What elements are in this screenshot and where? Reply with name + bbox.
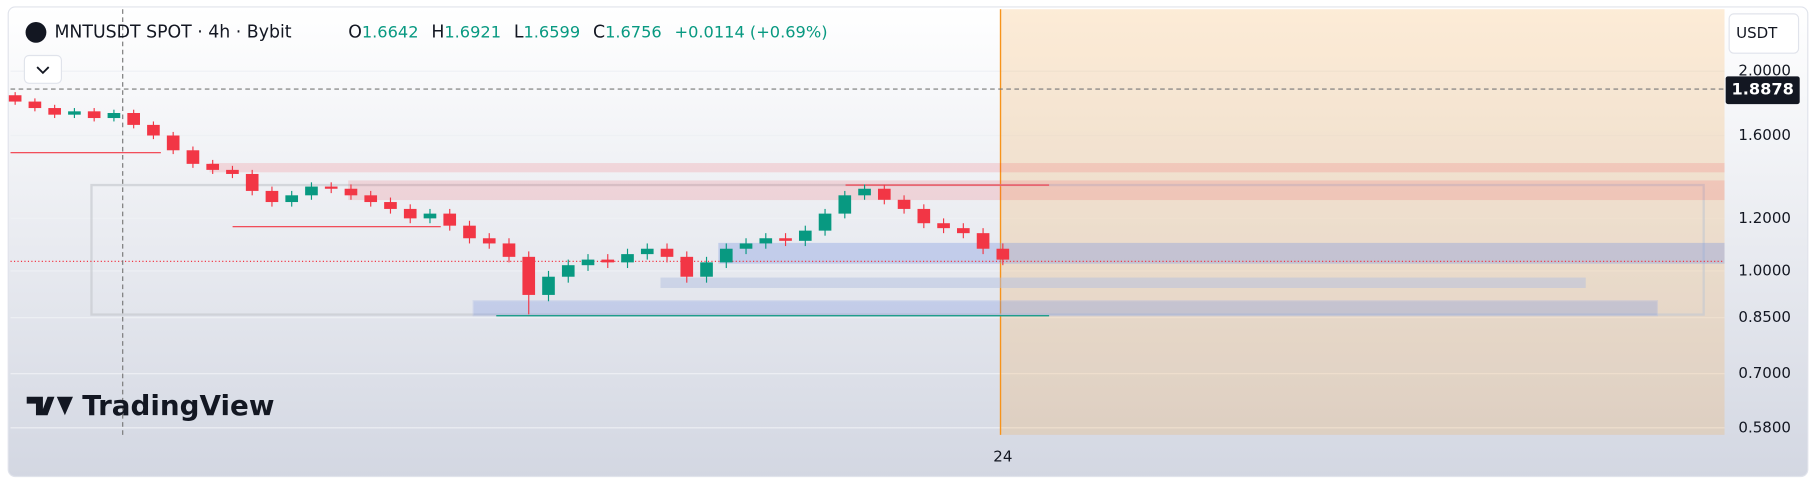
- candle-body: [719, 248, 733, 263]
- crosshair-price: 1.8878: [1731, 80, 1793, 99]
- supply-zone: [209, 163, 1725, 173]
- candle-body: [522, 256, 536, 295]
- candle-body: [779, 238, 792, 241]
- candle-body: [798, 230, 812, 241]
- candle-body: [739, 243, 753, 249]
- candle-body: [502, 243, 516, 257]
- candle-body: [87, 111, 101, 119]
- y-tick-label: 0.8500: [1738, 308, 1791, 326]
- candle-body: [28, 101, 42, 109]
- candle-body: [957, 228, 970, 234]
- l-label: L: [514, 22, 524, 42]
- candle-body: [917, 208, 931, 224]
- candle-body: [482, 238, 496, 244]
- candle-body: [818, 213, 832, 231]
- candle-body: [265, 190, 279, 203]
- supply-zone: [348, 180, 1725, 201]
- candle-body: [8, 95, 22, 102]
- candle-body: [561, 265, 575, 277]
- currency-label: USDT: [1736, 24, 1778, 42]
- candle-body: [285, 195, 299, 203]
- logo: TradingView: [82, 389, 274, 422]
- y-tick-label: 1.6000: [1738, 126, 1791, 144]
- candle-body: [640, 248, 654, 255]
- collapse-button[interactable]: [23, 54, 62, 84]
- candle-body: [660, 248, 674, 257]
- l-value: 1.6599: [524, 22, 581, 41]
- o-value: 1.6642: [362, 22, 419, 41]
- candle-body: [858, 188, 871, 196]
- h-value: 1.6921: [444, 22, 501, 41]
- candle-body: [601, 259, 615, 263]
- candle-body: [581, 259, 595, 266]
- currency-button[interactable]: [1728, 13, 1800, 54]
- logo-mark: [26, 396, 73, 416]
- candle-body: [384, 202, 397, 209]
- candle-body: [344, 188, 358, 196]
- candle-body: [147, 124, 160, 136]
- candle-body: [245, 173, 259, 191]
- candle-body: [996, 248, 1010, 260]
- candle-body: [324, 186, 338, 189]
- demand-zone: [660, 277, 1586, 288]
- y-tick-label: 0.5800: [1738, 418, 1791, 436]
- candle-body: [186, 150, 200, 164]
- candle-body: [305, 186, 318, 196]
- symbol: MNTUSDT SPOT · 4h · Bybit: [54, 22, 291, 42]
- forecast-zone: [1000, 9, 1725, 435]
- crosshair-price-tag: [1725, 76, 1800, 105]
- candle-body: [364, 195, 378, 203]
- candle-body: [463, 225, 476, 239]
- candle-body: [68, 111, 81, 115]
- change: +0.0114 (+0.69%): [675, 22, 828, 41]
- demand-zone: [718, 242, 1725, 264]
- o-label: O: [348, 22, 362, 42]
- demand-zone: [472, 300, 1659, 317]
- candle-body: [443, 213, 457, 226]
- candle-body: [680, 256, 694, 277]
- c-value: 1.6756: [605, 22, 662, 41]
- candle-body: [937, 223, 950, 229]
- candle-body: [226, 169, 239, 174]
- candle-body: [166, 135, 180, 151]
- y-tick-label: 1.0000: [1738, 261, 1791, 279]
- x-tick-label: 24: [993, 447, 1012, 465]
- candle-body: [48, 108, 61, 115]
- candle-body: [700, 262, 713, 277]
- candle-body: [403, 208, 417, 219]
- h-label: H: [431, 22, 444, 42]
- candle-body: [877, 188, 891, 200]
- candle-body: [759, 238, 773, 244]
- candle-body: [206, 163, 220, 170]
- candle-body: [621, 254, 634, 263]
- candle-body: [423, 213, 437, 219]
- candle-body: [897, 199, 911, 209]
- ohlc: O1.6642 H1.6921 L1.6599 C1.6756 +0.0114 …: [348, 21, 827, 42]
- c-label: C: [593, 22, 605, 42]
- candle-body: [976, 233, 990, 249]
- y-tick-label: 2.0000: [1738, 62, 1791, 80]
- chevron: [36, 66, 50, 75]
- y-tick-label: 0.7000: [1738, 364, 1791, 382]
- candle-body: [107, 112, 121, 119]
- candle-body: [838, 195, 852, 214]
- symbol-icon: [25, 21, 47, 43]
- candle-body: [127, 112, 140, 125]
- y-tick-label: 1.2000: [1738, 209, 1791, 227]
- chart-frame: [7, 6, 1809, 478]
- candle-body: [542, 276, 555, 295]
